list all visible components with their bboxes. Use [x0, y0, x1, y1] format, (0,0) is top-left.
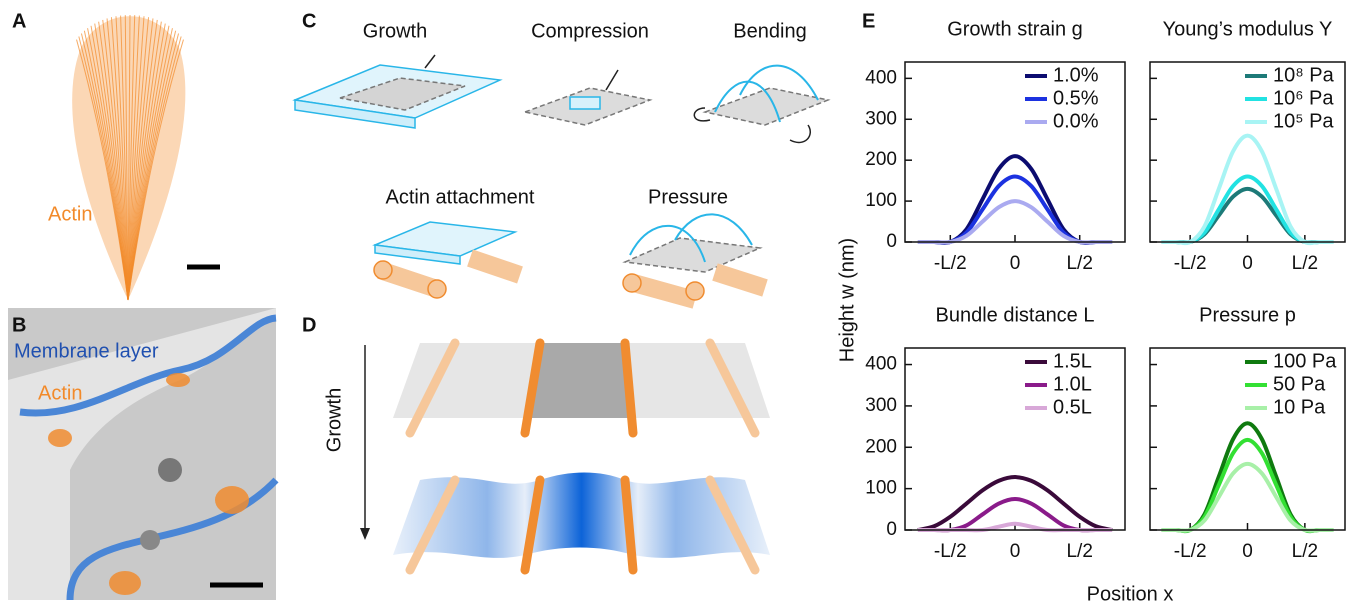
y-tick-label: 300	[865, 395, 897, 416]
diagram-label: Actin attachment	[386, 186, 535, 208]
actin-bundle	[712, 263, 768, 297]
data-line	[1161, 174, 1334, 245]
panel-label: C	[302, 10, 316, 32]
actin-bundle	[622, 273, 642, 293]
y-tick-label: 400	[865, 67, 897, 88]
organelle	[158, 458, 182, 482]
plot-frame	[1149, 347, 1346, 531]
actin-bundles	[405, 338, 760, 575]
x-tick-label: 0	[1010, 253, 1021, 274]
diagram-label: Compression	[531, 20, 649, 42]
actin-bundle	[467, 249, 523, 284]
x-tick-label: 0	[1242, 541, 1253, 562]
actin-fiber	[124, 15, 129, 301]
x-tick-label: -L/2	[1174, 253, 1207, 274]
bent-plate	[629, 213, 753, 263]
plate	[339, 77, 466, 111]
legend-label: 1.0%	[1053, 64, 1099, 86]
y-tick-label: 200	[865, 436, 897, 457]
plate	[569, 96, 601, 110]
y-tick-label: 0	[886, 519, 897, 540]
plate	[374, 244, 461, 265]
actin-blob	[215, 486, 249, 514]
legend-label: 10 Pa	[1273, 396, 1326, 418]
membrane	[19, 314, 277, 417]
actin-bundle	[685, 281, 705, 301]
x-tick-label: L/2	[1066, 541, 1092, 562]
legend-label: 10⁵ Pa	[1273, 110, 1334, 132]
legend-label: 0.0%	[1053, 110, 1099, 132]
arrow-label: Growth	[323, 388, 345, 452]
x-tick-label: L/2	[1066, 253, 1092, 274]
actin-blob	[48, 429, 72, 447]
plot-frame	[1149, 61, 1346, 243]
chart-title: Bundle distance L	[935, 304, 1094, 326]
x-tick-label: L/2	[1292, 541, 1318, 562]
data-line	[1161, 437, 1334, 533]
x-tick-label: L/2	[1292, 253, 1318, 274]
chart-title: Growth strain g	[947, 18, 1083, 40]
arrow	[424, 54, 436, 69]
legend-label: 1.5L	[1053, 350, 1092, 372]
actin-image	[72, 14, 186, 301]
deformed-sheet	[393, 472, 770, 558]
em-cytoplasm	[8, 308, 276, 600]
x-tick-label: -L/2	[934, 541, 967, 562]
sheet-segment	[525, 343, 633, 418]
diagram-shapes	[292, 54, 831, 309]
actin-blob	[166, 373, 190, 387]
plot-frame	[904, 347, 1126, 531]
plate	[294, 99, 416, 129]
arrow	[605, 69, 619, 91]
x-tick-label: -L/2	[934, 253, 967, 274]
actin-bundle	[427, 279, 447, 299]
panel-label: A	[12, 10, 26, 32]
data-line	[917, 174, 1113, 245]
actin-label: Actin	[48, 203, 92, 225]
chart-title: Pressure p	[1199, 304, 1296, 326]
plate	[622, 237, 763, 273]
organelle	[140, 530, 160, 550]
y-axis-label: Height w (nm)	[836, 238, 858, 362]
legend-label: 10⁶ Pa	[1273, 87, 1334, 109]
diagram-label: Pressure	[648, 186, 728, 208]
x-axis-label: Position x	[1087, 583, 1174, 605]
y-tick-label: 300	[865, 108, 897, 129]
y-tick-label: 200	[865, 149, 897, 170]
actin-label: Actin	[38, 382, 82, 404]
plot-frame	[904, 61, 1126, 243]
data-line	[1161, 186, 1334, 245]
x-tick-label: -L/2	[1174, 541, 1207, 562]
bent-plate	[714, 64, 819, 123]
y-tick-label: 100	[865, 478, 897, 499]
actin-fiber	[127, 39, 184, 301]
panel-label: E	[862, 10, 875, 32]
x-tick-label: 0	[1010, 541, 1021, 562]
data-line	[917, 475, 1113, 532]
legend-label: 100 Pa	[1273, 350, 1337, 372]
y-tick-label: 0	[886, 231, 897, 252]
diagram-label: Growth	[363, 20, 427, 42]
arrow-head	[360, 528, 370, 540]
y-tick-label: 100	[865, 190, 897, 211]
x-tick-label: 0	[1242, 253, 1253, 274]
data-line	[1161, 461, 1334, 533]
actin-blob	[109, 571, 141, 595]
legend-label: 50 Pa	[1273, 373, 1326, 395]
membrane-label: Membrane layer	[14, 340, 159, 362]
y-tick-label: 400	[865, 354, 897, 375]
legend-label: 0.5%	[1053, 87, 1099, 109]
panel-label: D	[302, 314, 316, 336]
legend-label: 1.0L	[1053, 373, 1092, 395]
actin-bundle	[373, 260, 393, 280]
legend-label: 0.5L	[1053, 396, 1092, 418]
panel-label: B	[12, 314, 26, 336]
chart-title: Young’s modulus Y	[1163, 18, 1333, 40]
moment-arrow	[693, 107, 811, 144]
diagram-label: Bending	[733, 20, 806, 42]
legend-label: 10⁸ Pa	[1273, 64, 1335, 86]
plate	[702, 87, 831, 126]
